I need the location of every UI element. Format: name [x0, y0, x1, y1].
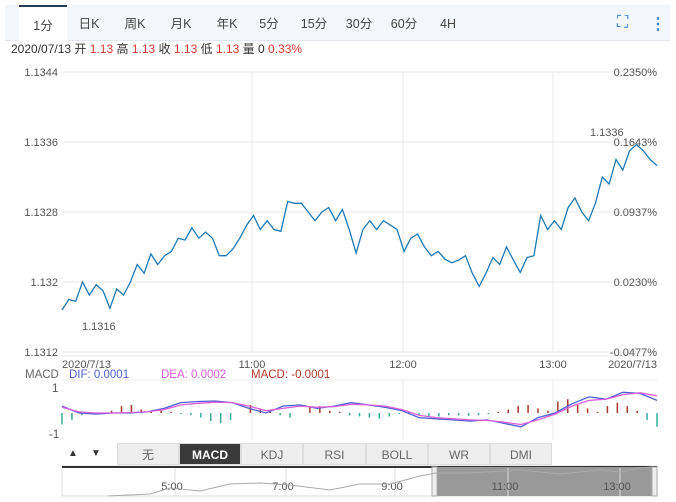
price-line	[61, 143, 658, 311]
period-tab-bar: 1分 日K 周K 月K 年K 5分 15分 30分 60分 4H ⛶ ⋮	[5, 5, 670, 42]
more-vertical-icon[interactable]: ⋮	[650, 16, 666, 33]
high-label: 高	[116, 42, 129, 56]
navigator-time-label: 11:00	[492, 481, 519, 493]
dea-line	[61, 392, 658, 426]
time-tick-label: 2020/7/13	[62, 359, 111, 371]
tab-1min[interactable]: 1分	[19, 5, 67, 42]
tab-yearly[interactable]: 年K	[216, 17, 238, 31]
macd-legend-dea: DEA: 0.0002	[161, 369, 227, 381]
time-tick-label: 12:00	[389, 359, 417, 371]
percent-tick-label: 0.0230%	[614, 277, 658, 289]
navigator-line	[107, 466, 653, 497]
percent-tick-label: 0.1643%	[614, 137, 658, 149]
low-value: 1.13	[215, 42, 240, 56]
navigator-left-handle[interactable]	[431, 466, 438, 497]
high-annotation: 1.1336	[590, 127, 624, 139]
price-tick-label: 1.1328	[24, 207, 58, 219]
macd-legend-name: MACD	[25, 369, 59, 381]
open-value: 1.13	[89, 42, 114, 56]
low-annotation: 1.1316	[82, 321, 116, 333]
tab-60min[interactable]: 60分	[390, 17, 418, 31]
tab-daily[interactable]: 日K	[78, 17, 100, 31]
ohlc-info: 2020/07/13 开 1.13 高 1.13 收 1.13 低 1.13 量…	[11, 40, 302, 57]
percent-tick-label: 0.2350%	[614, 67, 658, 79]
indicator-kdj[interactable]: KDJ	[241, 443, 303, 465]
time-tick-label: 2020/7/13	[608, 359, 657, 371]
indicator-wr[interactable]: WR	[428, 443, 490, 465]
macd-legend-dif: DIF: 0.0001	[69, 369, 130, 381]
price-tick-label: 1.1336	[24, 137, 58, 149]
macd-legend-macd: MACD: -0.0001	[251, 369, 331, 381]
date: 2020/07/13	[11, 42, 72, 56]
percent-tick-label: -0.0477%	[610, 347, 657, 359]
indicator-rsi[interactable]: RSI	[303, 443, 366, 465]
tab-monthly[interactable]: 月K	[170, 17, 192, 31]
percent-tick-label: 0.0937%	[614, 207, 658, 219]
navigator-right-handle[interactable]	[651, 466, 658, 497]
navigator-time-label: 9:00	[381, 481, 402, 493]
dif-line	[61, 391, 658, 428]
time-tick-label: 13:00	[539, 359, 567, 371]
change-percent: 0.33%	[268, 42, 303, 56]
navigator-time-label: 7:00	[272, 481, 293, 493]
price-tick-label: 1.1344	[24, 67, 58, 79]
indicator-none[interactable]: 无	[117, 443, 179, 465]
tab-30min[interactable]: 30分	[345, 17, 373, 31]
time-tick-label: 11:00	[239, 359, 266, 371]
tab-15min[interactable]: 15分	[300, 17, 328, 31]
navigator-time-label: 5:00	[161, 481, 182, 493]
close-value: 1.13	[173, 42, 198, 56]
indicator-macd[interactable]: MACD	[179, 443, 241, 465]
close-label: 收	[158, 42, 171, 56]
arrow-down-button[interactable]: ▼	[85, 443, 107, 465]
navigator-time-label: 13:00	[603, 481, 631, 493]
macd-axis-bottom: -1	[49, 429, 60, 441]
fullscreen-icon[interactable]: ⛶	[617, 14, 629, 31]
low-label: 低	[200, 42, 213, 56]
price-tick-label: 1.1312	[24, 347, 58, 359]
volume-value: 0	[258, 42, 265, 56]
high-value: 1.13	[131, 42, 156, 56]
indicator-boll[interactable]: BOLL	[366, 443, 428, 465]
macd-axis-top: 1	[52, 383, 59, 395]
open-label: 开	[74, 42, 87, 56]
tab-5min[interactable]: 5分	[259, 17, 279, 31]
arrow-up-button[interactable]: ▲	[62, 443, 84, 465]
volume-label: 量	[242, 42, 255, 56]
tab-weekly[interactable]: 周K	[124, 17, 146, 31]
indicator-dmi[interactable]: DMI	[490, 443, 552, 465]
tab-4h[interactable]: 4H	[440, 17, 456, 31]
price-tick-label: 1.132	[30, 277, 58, 289]
